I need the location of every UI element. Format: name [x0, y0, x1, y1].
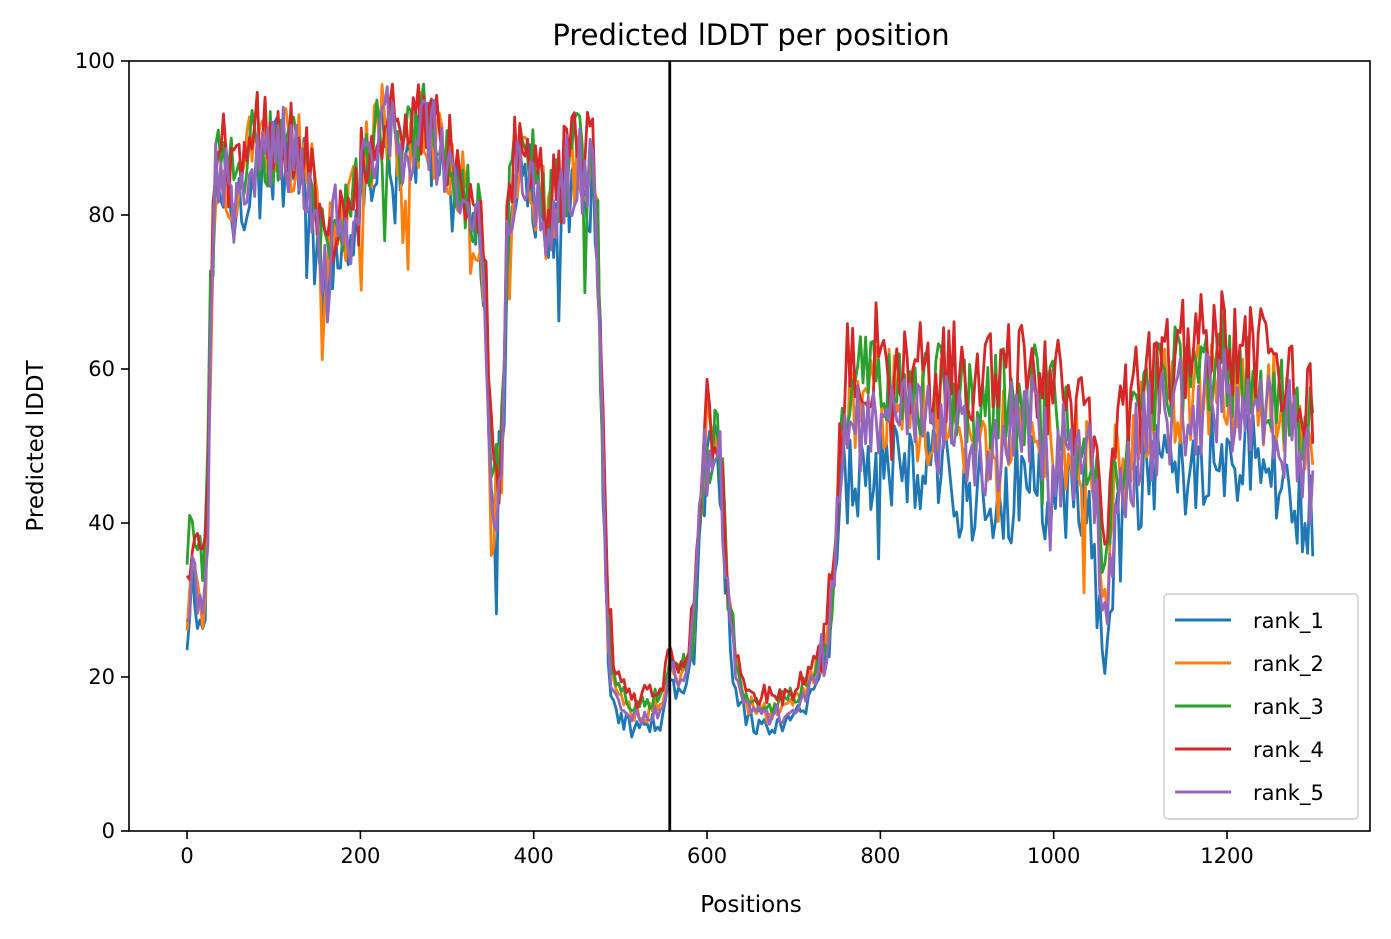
legend-label: rank_2 [1253, 652, 1324, 677]
legend-item-rank_2: rank_2 [1175, 652, 1324, 677]
series-line-rank_5 [185, 85, 1315, 726]
y-axis-label: Predicted lDDT [23, 359, 49, 531]
x-tick-label: 600 [687, 844, 727, 868]
legend-item-rank_4: rank_4 [1175, 738, 1324, 763]
legend-box [1163, 593, 1359, 820]
chart-title: Predicted lDDT per position [552, 18, 949, 52]
x-axis-label: Positions [700, 892, 802, 918]
y-tick-label: 40 [88, 511, 115, 535]
y-tick-label: 80 [88, 203, 115, 227]
legend-label: rank_5 [1253, 781, 1324, 806]
legend: rank_1 rank_2 rank_3 rank_4 rank_5 [1163, 593, 1359, 820]
series-line-rank_3 [185, 82, 1315, 715]
legend-item-rank_3: rank_3 [1175, 695, 1324, 720]
axes-group: 0 200 400 600 800 1000 1200 0 20 40 60 80 100 [75, 49, 1371, 868]
y-tick-label: 0 [102, 819, 115, 843]
x-tick-label: 1200 [1200, 844, 1253, 868]
x-tick-label: 1000 [1027, 844, 1080, 868]
x-tick-label: 800 [860, 844, 900, 868]
y-tick-label: 100 [75, 49, 115, 73]
legend-item-rank_1: rank_1 [1175, 609, 1324, 634]
legend-label: rank_1 [1253, 609, 1324, 634]
legend-label: rank_3 [1253, 695, 1324, 720]
y-tick-label: 60 [88, 357, 115, 381]
legend-label: rank_4 [1253, 738, 1324, 763]
x-tick-label: 400 [514, 844, 554, 868]
legend-item-rank_5: rank_5 [1175, 781, 1324, 806]
x-tick-label: 200 [340, 844, 380, 868]
series-line-rank_4 [185, 82, 1315, 710]
x-tick-label: 0 [180, 844, 193, 868]
plot-frame [128, 60, 1371, 832]
y-tick-label: 20 [88, 665, 115, 689]
series-group [185, 61, 1315, 831]
